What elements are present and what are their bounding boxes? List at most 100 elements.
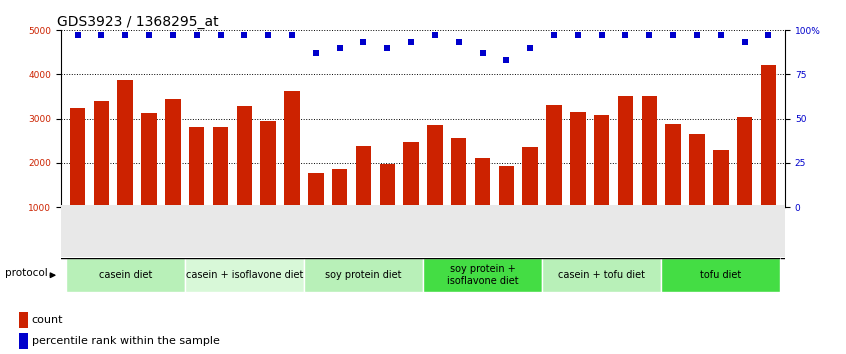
Bar <box>641 96 657 251</box>
Point <box>71 33 85 38</box>
Text: GSM586052: GSM586052 <box>239 208 249 256</box>
Text: GSM586062: GSM586062 <box>478 208 487 256</box>
Text: GSM586049: GSM586049 <box>168 208 178 256</box>
Point <box>595 33 608 38</box>
Text: GSM586059: GSM586059 <box>407 208 415 256</box>
Text: GSM586066: GSM586066 <box>574 208 582 256</box>
Bar <box>570 112 585 251</box>
Point <box>428 33 442 38</box>
Bar <box>332 169 348 251</box>
Text: soy protein diet: soy protein diet <box>325 270 402 280</box>
Bar <box>66 258 184 292</box>
Point <box>547 33 561 38</box>
Point <box>500 57 514 63</box>
Bar <box>141 113 157 251</box>
Bar <box>737 117 752 251</box>
Text: GSM586058: GSM586058 <box>382 208 392 256</box>
Text: casein + tofu diet: casein + tofu diet <box>558 270 645 280</box>
Text: casein + isoflavone diet: casein + isoflavone diet <box>185 270 303 280</box>
Point <box>404 40 418 45</box>
Text: GSM586065: GSM586065 <box>550 208 558 256</box>
Text: GSM586072: GSM586072 <box>717 208 725 256</box>
Text: GSM586047: GSM586047 <box>121 208 129 256</box>
Bar <box>19 333 28 349</box>
Text: GSM586067: GSM586067 <box>597 208 607 256</box>
Bar <box>355 146 371 251</box>
Point <box>690 33 704 38</box>
Text: GSM586057: GSM586057 <box>359 208 368 256</box>
Bar <box>70 108 85 251</box>
Bar <box>423 258 542 292</box>
Point <box>190 33 203 38</box>
Bar <box>475 158 491 251</box>
Point <box>118 33 132 38</box>
Text: GSM586064: GSM586064 <box>525 208 535 256</box>
Bar <box>662 258 780 292</box>
Text: GSM586045: GSM586045 <box>73 208 82 256</box>
Text: GSM586050: GSM586050 <box>192 208 201 256</box>
Text: count: count <box>32 315 63 325</box>
Point <box>238 33 251 38</box>
Point <box>618 33 632 38</box>
Bar <box>523 147 538 251</box>
Bar <box>237 106 252 251</box>
Point <box>667 33 680 38</box>
Point <box>332 45 346 51</box>
Bar <box>427 125 442 251</box>
Bar <box>94 101 109 251</box>
Text: GSM586051: GSM586051 <box>216 208 225 256</box>
Text: protocol: protocol <box>5 268 47 278</box>
Point <box>642 33 656 38</box>
Text: GSM586060: GSM586060 <box>431 208 439 256</box>
Bar <box>666 124 681 251</box>
Text: tofu diet: tofu diet <box>700 270 741 280</box>
Text: GSM586061: GSM586061 <box>454 208 464 256</box>
Bar <box>165 99 180 251</box>
Point <box>309 50 322 56</box>
Text: percentile rank within the sample: percentile rank within the sample <box>32 336 220 346</box>
Point <box>357 40 371 45</box>
Text: GSM586070: GSM586070 <box>668 208 678 256</box>
Point <box>261 33 275 38</box>
Text: GDS3923 / 1368295_at: GDS3923 / 1368295_at <box>58 15 219 29</box>
Text: GSM586046: GSM586046 <box>97 208 106 256</box>
Point <box>571 33 585 38</box>
Point <box>214 33 228 38</box>
Text: GSM586068: GSM586068 <box>621 208 630 256</box>
Bar <box>308 173 323 251</box>
Point <box>761 33 775 38</box>
Point <box>475 50 489 56</box>
Point <box>166 33 179 38</box>
Text: GSM586056: GSM586056 <box>335 208 344 256</box>
Point <box>524 45 537 51</box>
Bar <box>618 96 633 251</box>
Bar <box>380 164 395 251</box>
Bar <box>189 127 205 251</box>
Bar <box>184 258 304 292</box>
Bar <box>404 142 419 251</box>
Point <box>285 33 299 38</box>
Point <box>381 45 394 51</box>
Text: GSM586053: GSM586053 <box>264 208 272 256</box>
Bar <box>304 258 423 292</box>
Bar <box>594 115 609 251</box>
Bar <box>761 65 776 251</box>
Bar <box>261 121 276 251</box>
Text: GSM586071: GSM586071 <box>692 208 701 256</box>
Bar <box>19 312 28 328</box>
Point <box>714 33 728 38</box>
Text: GSM586073: GSM586073 <box>740 208 749 256</box>
Text: GSM586055: GSM586055 <box>311 208 321 256</box>
Point <box>738 40 751 45</box>
Bar <box>451 138 466 251</box>
Point <box>452 40 465 45</box>
Text: GSM586063: GSM586063 <box>502 208 511 256</box>
Text: GSM586069: GSM586069 <box>645 208 654 256</box>
Bar <box>542 258 662 292</box>
Bar <box>213 127 228 251</box>
Text: GSM586054: GSM586054 <box>288 208 296 256</box>
Bar <box>689 134 705 251</box>
Point <box>95 33 108 38</box>
Bar <box>547 105 562 251</box>
Bar <box>713 150 728 251</box>
